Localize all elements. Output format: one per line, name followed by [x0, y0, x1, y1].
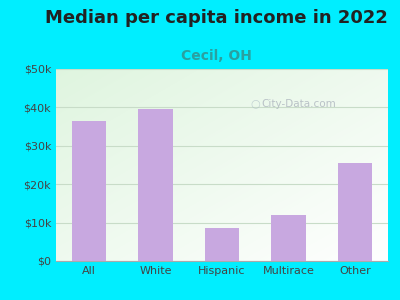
- Text: Cecil, OH: Cecil, OH: [180, 50, 252, 64]
- Text: Median per capita income in 2022: Median per capita income in 2022: [44, 9, 388, 27]
- Bar: [205, 228, 239, 261]
- Bar: [338, 163, 372, 261]
- Text: City-Data.com: City-Data.com: [261, 99, 336, 109]
- Text: ○: ○: [250, 99, 260, 109]
- Bar: [138, 109, 173, 261]
- Bar: [72, 121, 106, 261]
- Bar: [271, 215, 306, 261]
